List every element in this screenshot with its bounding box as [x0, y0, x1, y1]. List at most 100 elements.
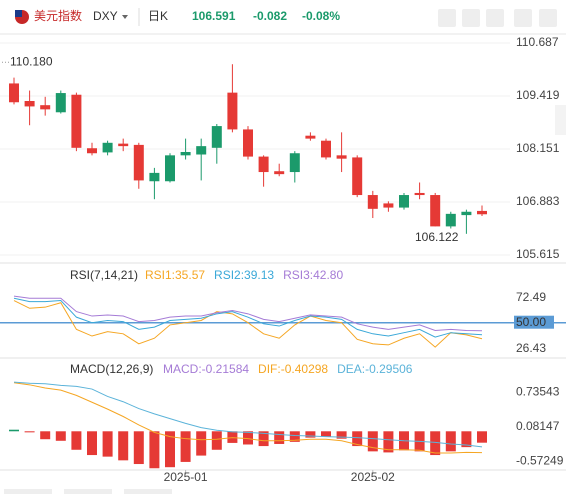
index-name[interactable]: 美元指数: [34, 8, 82, 23]
legend-entry: RSI1:35.57: [145, 268, 205, 282]
macd-bar: [227, 431, 238, 443]
macd-bar: [71, 431, 82, 450]
macd-bar: [118, 431, 129, 461]
level-box: [514, 315, 554, 329]
macd-bar: [149, 431, 160, 469]
candle-body: [165, 155, 175, 182]
toolbar: 美元指数 DXY 日K 106.591 -0.082 -0.08%: [0, 8, 566, 35]
tool-button[interactable]: [438, 9, 456, 27]
candle-body: [118, 143, 129, 147]
footer-tab[interactable]: [64, 489, 112, 494]
y-tick-label: 106.883: [516, 194, 560, 208]
macd-bar: [243, 431, 253, 445]
macd-bar: [102, 431, 113, 457]
macd-bar: [87, 431, 97, 456]
candle-body: [102, 142, 113, 153]
tool-button[interactable]: [486, 9, 504, 27]
x-tick-label: 2025-01: [164, 470, 208, 484]
macd-bar: [9, 429, 19, 432]
price: 106.591: [192, 9, 236, 23]
macd-bar: [40, 431, 51, 440]
macd-bar: [367, 431, 378, 452]
rsi-title: RSI(7,14,21): [70, 268, 138, 282]
y-tick-label: 109.419: [516, 88, 560, 102]
side-toggle[interactable]: [555, 105, 566, 135]
high-annotation: 110.180: [10, 54, 53, 68]
legend-entry: RSI2:39.13: [214, 268, 274, 282]
candle-body: [258, 156, 269, 173]
candle-body: [289, 153, 300, 173]
macd-line: [13, 381, 483, 448]
macd-bar: [445, 431, 456, 452]
macd-bar: [321, 431, 331, 437]
macd-bar: [196, 431, 207, 456]
rsi-line: [13, 295, 483, 332]
macd-bar: [24, 431, 35, 433]
footer: [4, 489, 172, 494]
macd-bar: [165, 431, 175, 468]
legend-entry: DEA:-0.29506: [337, 362, 413, 376]
macd-bar: [477, 431, 487, 443]
symbol[interactable]: DXY: [93, 9, 118, 23]
macd-bar: [336, 431, 347, 439]
y-tick-label: -0.57249: [516, 454, 564, 468]
level-label: 50.00: [516, 315, 546, 329]
change-pct: -0.08%: [302, 9, 340, 23]
candle-body: [87, 148, 97, 154]
y-tick-label: 72.49: [516, 290, 546, 304]
x-tick-label: 2025-02: [351, 470, 395, 484]
candle-body: [274, 171, 285, 175]
close-button[interactable]: [539, 9, 557, 27]
y-tick-label: 110.687: [516, 35, 559, 49]
candle-body: [305, 135, 316, 139]
y-tick-label: 108.151: [516, 141, 560, 155]
macd-bar: [383, 431, 394, 453]
macd-bar: [352, 431, 363, 447]
macd-bar: [211, 431, 222, 450]
candle-body: [55, 93, 66, 113]
change: -0.082: [253, 9, 287, 23]
macd-bar: [430, 431, 441, 456]
candle-body: [40, 105, 51, 110]
candle-body: [383, 203, 394, 208]
legend-entry: MACD:-0.21584: [163, 362, 249, 376]
macd-bar: [180, 431, 191, 462]
candle-body: [196, 146, 207, 155]
flag-canton: [15, 10, 22, 17]
candle-body: [149, 172, 160, 182]
candle-body: [227, 92, 238, 130]
y-tick-label: 105.615: [516, 247, 560, 261]
macd-bar: [274, 431, 285, 444]
y-tick-label: 26.43: [516, 341, 546, 355]
macd-bar: [461, 431, 472, 448]
macd-bar: [133, 431, 144, 465]
candle-body: [336, 155, 347, 159]
candle-body: [71, 94, 82, 148]
candle-body: [24, 100, 35, 107]
candle-body: [445, 213, 456, 227]
candle-body: [211, 126, 222, 148]
footer-tab[interactable]: [124, 489, 172, 494]
tool-button[interactable]: [462, 9, 480, 27]
macd-title: MACD(12,26,9): [70, 362, 153, 376]
dropdown-icon[interactable]: [122, 15, 128, 19]
fullscreen-button[interactable]: [514, 9, 532, 27]
candle-body: [430, 195, 441, 227]
y-tick-label: 0.08147: [516, 419, 560, 433]
candle-body: [461, 211, 472, 216]
legend-entry: RSI3:42.80: [283, 268, 343, 282]
macd-bar: [258, 431, 269, 447]
macd-bar: [289, 431, 300, 442]
macd-bar: [55, 431, 66, 441]
candle-body: [352, 157, 363, 196]
footer-tab[interactable]: [4, 489, 52, 494]
candle-body: [133, 144, 144, 181]
candle-body: [477, 210, 487, 215]
period[interactable]: 日K: [148, 9, 168, 23]
low-annotation: 106.122: [415, 230, 459, 244]
legend-entry: DIF:-0.40298: [258, 362, 328, 376]
candle-body: [321, 140, 331, 158]
candle-body: [180, 151, 191, 156]
